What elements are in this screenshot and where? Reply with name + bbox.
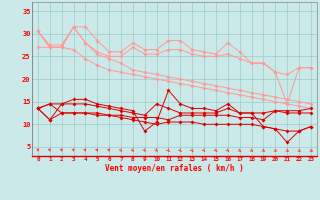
X-axis label: Vent moyen/en rafales ( km/h ): Vent moyen/en rafales ( km/h ) — [105, 164, 244, 173]
